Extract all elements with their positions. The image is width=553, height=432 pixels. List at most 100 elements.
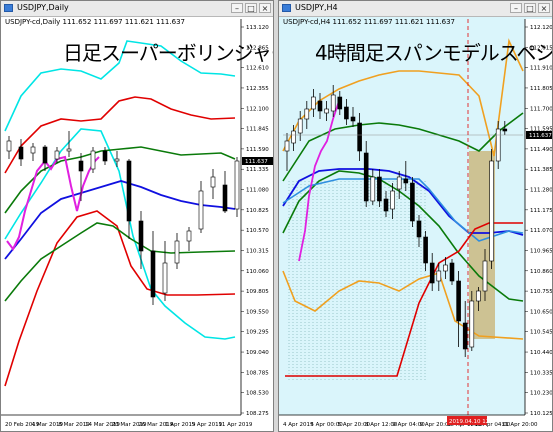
daily-xtick-label: 20 Mar 2019 xyxy=(112,422,147,428)
h4-candle xyxy=(350,116,356,122)
daily-candle xyxy=(210,176,216,188)
daily-ytick-label: 109.040 xyxy=(246,350,269,356)
h4-price-tag xyxy=(526,131,552,139)
daily-xtick-label: 26 Mar 2019 xyxy=(138,422,173,428)
h4-candle xyxy=(469,300,475,348)
daily-candle xyxy=(90,150,96,170)
h4-candle xyxy=(363,152,369,202)
daily-chart-canvas[interactable]: 113.120 112.865 112.610 112.355 112.100 111.8… xyxy=(1,1,274,432)
daily-ytick-label: 108.785 xyxy=(246,370,269,376)
h4-ytick-label: 111.805 xyxy=(530,86,553,92)
daily-ytick-label: 109.550 xyxy=(246,309,269,315)
daily-time-axis xyxy=(1,415,273,431)
daily-ytick-label: 109.805 xyxy=(246,289,269,295)
h4-candle xyxy=(436,270,442,282)
h4-candle xyxy=(383,198,389,212)
h4-xtick-label: 5 Apr 20:00 xyxy=(338,422,371,428)
daily-xtick-label: 5 Apr 2019 xyxy=(192,422,223,428)
h4-candle xyxy=(449,262,455,282)
h4-candle xyxy=(297,118,303,134)
daily-xtick-label: 20 Feb 2019 xyxy=(5,422,40,428)
daily-symbol-info: USDJPY-cd,Daily 111.652 111.697 111.621 … xyxy=(5,18,185,26)
h4-candle xyxy=(495,128,501,162)
h4-candle xyxy=(390,190,395,210)
h4-ytick-label: 112.120 xyxy=(530,25,553,31)
daily-ytick-label: 113.120 xyxy=(246,25,269,31)
h4-candle xyxy=(403,178,409,184)
chart-window-icon xyxy=(4,4,13,12)
h4-ytick-label: 110.545 xyxy=(530,330,553,336)
daily-ytick-label: 110.315 xyxy=(246,248,269,254)
h4-ytick-label: 111.385 xyxy=(530,167,553,173)
span-b-blue xyxy=(282,178,524,242)
h4-candle xyxy=(429,262,435,284)
daily-candle xyxy=(234,160,240,210)
daily-candle xyxy=(54,150,60,160)
daily-candle xyxy=(186,230,192,242)
minimize-button[interactable]: – xyxy=(510,3,522,13)
h4-overlay-label: 4時間足スパンモデルスペシャル xyxy=(315,41,553,65)
h4-candle xyxy=(482,260,488,292)
daily-ytick-label: 111.080 xyxy=(246,188,269,194)
daily-ytick-label: 112.865 xyxy=(246,45,269,51)
h4-ytick-label: 111.070 xyxy=(530,228,553,234)
h4-ytick-label: 110.335 xyxy=(530,370,553,376)
maximize-button[interactable]: □ xyxy=(524,3,536,13)
maximize-button[interactable]: □ xyxy=(245,3,257,13)
close-button[interactable]: × xyxy=(259,3,271,13)
daily-candle xyxy=(126,160,132,222)
h4-candle xyxy=(324,108,329,114)
daily-xtick-label: 11 Apr 2019 xyxy=(218,422,253,428)
h4-candle xyxy=(377,176,382,202)
minimize-button[interactable]: – xyxy=(231,3,243,13)
h4-window-title: USDJPY,H4 xyxy=(295,3,338,12)
h4-candle xyxy=(284,140,290,152)
moving-average-blue xyxy=(282,168,524,236)
daily-ytick-label: 110.825 xyxy=(246,208,269,214)
h4-chart-window[interactable]: USDJPY,H4 – □ × USDJPY-cd,H4 111.652 111… xyxy=(278,0,553,432)
h4-chart-canvas[interactable]: 112.120 112.015 111.910 111.805 111.700 111.5… xyxy=(279,1,553,432)
daily-xtick-label: 4 Mar 2019 xyxy=(32,422,64,428)
daily-candle xyxy=(102,150,108,162)
daily-price-tag-label: 111.637 xyxy=(245,159,268,165)
daily-candle xyxy=(174,240,180,264)
h4-candle xyxy=(291,130,296,144)
h4-xtick-label: 11 Apr 20:00 xyxy=(502,422,538,428)
h4-ytick-label: 110.440 xyxy=(530,350,553,356)
h4-xtick-label: 9 Apr 04:00 xyxy=(392,422,425,428)
h4-candle xyxy=(489,160,494,262)
h4-candle xyxy=(456,280,461,322)
h4-ytick-label: 111.280 xyxy=(530,188,553,194)
h4-ytick-label: 110.650 xyxy=(530,309,553,315)
daily-ytick-label: 112.100 xyxy=(246,106,269,112)
daily-chart-window[interactable]: USDJPY,Daily – □ × USDJPY-cd,Daily 111.6… xyxy=(0,0,274,432)
daily-candle xyxy=(6,140,12,152)
h4-ytick-label: 112.015 xyxy=(530,45,553,51)
h4-xtick-label: 5 Apr 00:00 xyxy=(310,422,343,428)
chart-window-icon xyxy=(282,4,291,12)
h4-ytick-label: 110.230 xyxy=(530,391,553,397)
close-button[interactable]: × xyxy=(538,3,550,13)
cursor-time-label: 2019.04.10 12:00 xyxy=(449,419,499,425)
daily-ytick-label: 108.530 xyxy=(246,391,269,397)
h4-candle xyxy=(476,290,481,302)
sigma-upper-green xyxy=(282,112,524,182)
h4-ytick-label: 110.125 xyxy=(530,411,553,417)
h4-candle xyxy=(337,96,343,110)
h4-candle xyxy=(317,100,323,112)
daily-candle xyxy=(138,220,144,252)
h4-candle xyxy=(370,176,376,202)
chikou-span-magenta xyxy=(6,155,100,251)
h4-symbol-info: USDJPY-cd,H4 111.652 111.697 111.621 111… xyxy=(283,18,455,26)
bb-upper2-red xyxy=(4,96,236,174)
daily-ytick-label: 108.275 xyxy=(246,411,269,417)
daily-title-bar[interactable]: USDJPY,Daily – □ × xyxy=(1,1,273,17)
daily-overlay-label: 日足スーパーボリンジャー xyxy=(63,41,274,65)
daily-candle xyxy=(66,148,72,152)
daily-price-tag xyxy=(242,157,273,165)
h4-candle xyxy=(410,182,415,222)
h4-xtick-label: 11 Apr 04:00 xyxy=(474,422,510,428)
h4-candle xyxy=(443,264,448,272)
h4-title-bar[interactable]: USDJPY,H4 – □ × xyxy=(279,1,552,17)
h4-xtick-label: 8 Apr 12:00 xyxy=(365,422,398,428)
